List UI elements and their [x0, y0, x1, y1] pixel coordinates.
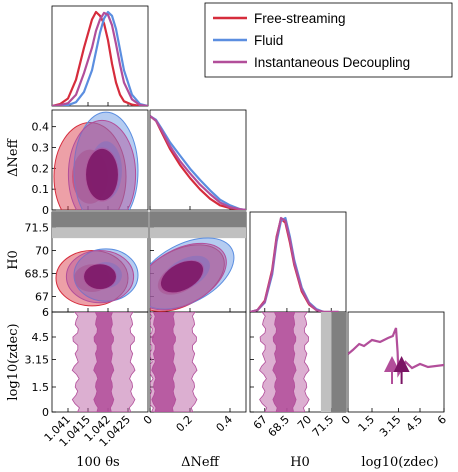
- logz-inner-band-h0: [272, 312, 297, 412]
- h0-band-1: [52, 227, 148, 239]
- marginal-line-logz: [348, 327, 444, 378]
- y-tick-label-h0: 70: [35, 244, 49, 257]
- marginal-line-h0-instantaneous-decoupling: [250, 216, 339, 312]
- y-tick-label-h0: 68.5: [25, 268, 50, 281]
- panel-frame-1-0: [51, 109, 149, 211]
- y-tick-label-logz: 3.15: [25, 354, 50, 367]
- x-tick-label-dneff: 0: [141, 413, 155, 427]
- y-tick-label-logz: 4.5: [32, 331, 50, 344]
- logz-inner-band-dneff: [151, 312, 177, 412]
- y-tick-label-dneff: 0: [42, 204, 49, 217]
- y-tick-label-dneff: 0.3: [32, 142, 50, 155]
- y-tick-label-logz: 6: [42, 306, 49, 319]
- y-tick-label-h0: 71.5: [25, 221, 50, 234]
- marginal-line-dneff-free-streaming: [150, 115, 246, 210]
- xlabel-logz: log10(zdec): [361, 455, 438, 470]
- marginal-line-dneff-fluid: [150, 115, 246, 210]
- y-tick-label-dneff: 0.4: [32, 121, 50, 134]
- x-tick-label-logz: 4.5: [404, 413, 426, 435]
- contour-core-instantaneous: [86, 148, 118, 201]
- panel-frame-1-1: [149, 109, 247, 211]
- x-tick-label-logz: 6: [435, 413, 449, 427]
- legend: Free-streaming Fluid Instantaneous Decou…: [204, 2, 453, 78]
- marginal-line-theta-free-streaming: [52, 10, 148, 106]
- marginal-dneff: [150, 115, 246, 210]
- panel-frame-2-2: [249, 211, 347, 313]
- y-tick-label-dneff: 0.1: [32, 183, 50, 196]
- y-tick-label-logz: 1.5: [32, 381, 50, 394]
- x-tick-label-dneff: 0.2: [174, 413, 196, 435]
- x-tick-label-logz: 3.15: [377, 413, 404, 440]
- contour-core-instantaneous: [84, 264, 116, 290]
- x-tick-label-logz: 1.5: [356, 413, 378, 435]
- contour-theta-h0: [52, 212, 148, 307]
- h0-band-1: [150, 227, 246, 239]
- y-tick-label-h0: 67: [35, 291, 49, 304]
- legend-label-free-streaming: Free-streaming: [254, 11, 346, 26]
- xlabel-h0: H0: [290, 455, 310, 470]
- marginal-h0: [250, 216, 339, 312]
- marginal-logz: [348, 327, 444, 384]
- h0-vband-1: [320, 312, 332, 412]
- x-tick-label-logz: 0: [339, 413, 353, 427]
- contour-dneff-h0: [150, 212, 246, 312]
- h0-vband-0: [331, 312, 346, 412]
- logz-band-theta: [71, 312, 136, 412]
- y-tick-label-dneff: 0.2: [32, 162, 50, 175]
- panel-frame-3-1: [149, 311, 247, 413]
- xlabel-dneff: ΔNeff: [181, 455, 220, 470]
- x-tick-label-h0: 68.5: [266, 413, 293, 440]
- ylabel-dneff: ΔNeff: [6, 137, 21, 176]
- legend-label-fluid: Fluid: [254, 33, 283, 48]
- panel-frame-0-0: [51, 5, 149, 107]
- contour-core-instantaneous: [160, 260, 204, 293]
- h0-band-0: [150, 212, 246, 228]
- marginal-line-dneff-instantaneous-decoupling: [150, 115, 246, 210]
- plot-content: [52, 10, 444, 412]
- contour-theta-dneff: [53, 111, 139, 210]
- x-tick-label-dneff: 0.4: [214, 413, 236, 435]
- xlabel-theta: 100 θs: [76, 455, 119, 470]
- ylabel-h0: H0: [6, 250, 21, 270]
- x-tick-label-h0: 71.5: [310, 413, 337, 440]
- marginal-theta: [52, 10, 148, 106]
- logz-band-dneff: [150, 312, 198, 412]
- h0-band-0: [52, 212, 148, 228]
- logz-inner-band-theta: [93, 312, 115, 412]
- marginal-line-theta-fluid: [52, 10, 148, 106]
- logz-band-h0: [259, 312, 346, 412]
- legend-label-instantaneous: Instantaneous Decoupling: [254, 55, 410, 70]
- panel-frame-3-3: [347, 311, 445, 413]
- marginal-line-theta-instantaneous-decoupling: [52, 11, 148, 106]
- y-tick-label-logz: 0: [42, 406, 49, 419]
- ylabel-logz: log10(zdec): [6, 323, 21, 400]
